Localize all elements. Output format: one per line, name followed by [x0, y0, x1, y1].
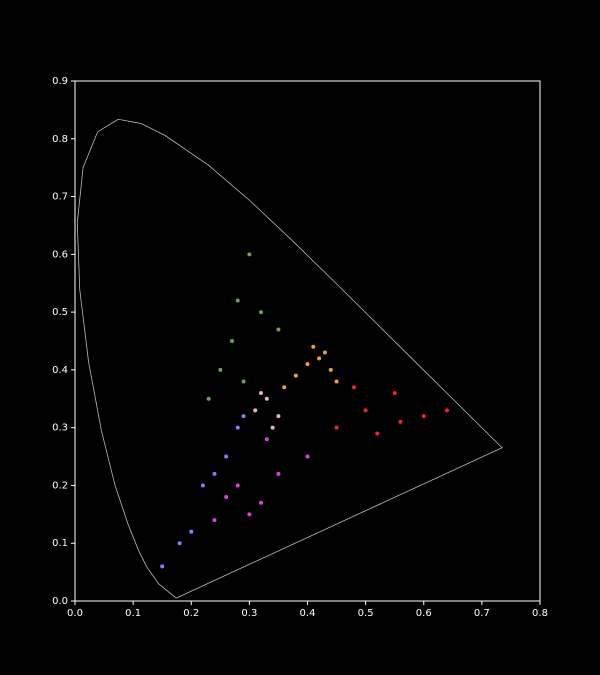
scatter-point	[305, 362, 310, 367]
y-tick-label: 0.1	[52, 538, 68, 549]
scatter-point	[200, 483, 205, 488]
scatter-point	[235, 483, 240, 488]
scatter-point	[445, 408, 449, 413]
scatter-point	[305, 454, 310, 459]
x-tick-label: 0.2	[183, 608, 199, 619]
x-tick-label: 0.0	[67, 608, 83, 619]
scatter-point	[229, 339, 234, 343]
scatter-point	[264, 437, 269, 442]
x-tick-label: 0.7	[474, 608, 490, 619]
scatter-point	[270, 425, 275, 430]
y-tick-label: 0.2	[52, 480, 68, 491]
y-tick-label: 0.5	[52, 307, 68, 318]
scatter-point	[352, 385, 356, 390]
scatter-point	[241, 379, 246, 384]
y-tick-label: 0.4	[52, 365, 68, 376]
scatter-point	[247, 252, 252, 257]
y-tick-label: 0.8	[52, 134, 68, 145]
scatter-point	[177, 541, 182, 546]
scatter-point	[334, 425, 339, 430]
scatter-point	[259, 310, 263, 315]
scatter-point	[421, 414, 426, 419]
scatter-point	[375, 431, 380, 436]
scatter-point	[328, 367, 333, 372]
scatter-point	[247, 512, 252, 517]
x-tick-label: 0.3	[241, 608, 257, 619]
y-tick-label: 0.3	[52, 423, 68, 434]
scatter-point	[253, 408, 258, 413]
x-tick-label: 0.4	[300, 608, 316, 619]
scatter-point	[392, 391, 397, 395]
scatter-point	[264, 396, 269, 401]
y-tick-label: 0.9	[52, 76, 68, 87]
scatter-point	[276, 327, 281, 332]
scatter-point	[160, 564, 165, 569]
scatter-point	[311, 344, 316, 349]
scatter-point	[206, 396, 211, 401]
y-tick-label: 0.6	[52, 249, 68, 260]
scatter-point	[276, 471, 281, 476]
x-tick-label: 0.5	[358, 608, 374, 619]
scatter-point	[241, 414, 246, 419]
y-tick-label: 0.0	[52, 596, 68, 607]
scatter-point	[212, 471, 217, 476]
scatter-point	[224, 495, 229, 499]
scatter-point	[224, 454, 229, 459]
scatter-point	[189, 529, 194, 534]
plot-frame	[74, 80, 541, 602]
scatter-point	[293, 373, 298, 378]
x-tick-label: 0.8	[532, 608, 548, 619]
scatter-point	[259, 500, 263, 505]
scatter-point	[317, 356, 322, 361]
scatter-point	[235, 425, 240, 430]
x-tick-label: 0.6	[416, 608, 432, 619]
scatter-point	[282, 385, 287, 390]
spectral-locus	[76, 118, 503, 599]
scatter-point	[363, 408, 368, 413]
scatter-point	[259, 391, 263, 395]
scatter-point	[235, 298, 240, 303]
scatter-point	[276, 414, 281, 419]
scatter-point	[398, 419, 403, 424]
scatter-point	[212, 518, 217, 523]
x-tick-label: 0.1	[125, 608, 141, 619]
scatter-point	[322, 350, 327, 355]
y-tick-label: 0.7	[52, 192, 68, 203]
scatter-point	[334, 379, 339, 384]
scatter-point	[218, 367, 223, 372]
